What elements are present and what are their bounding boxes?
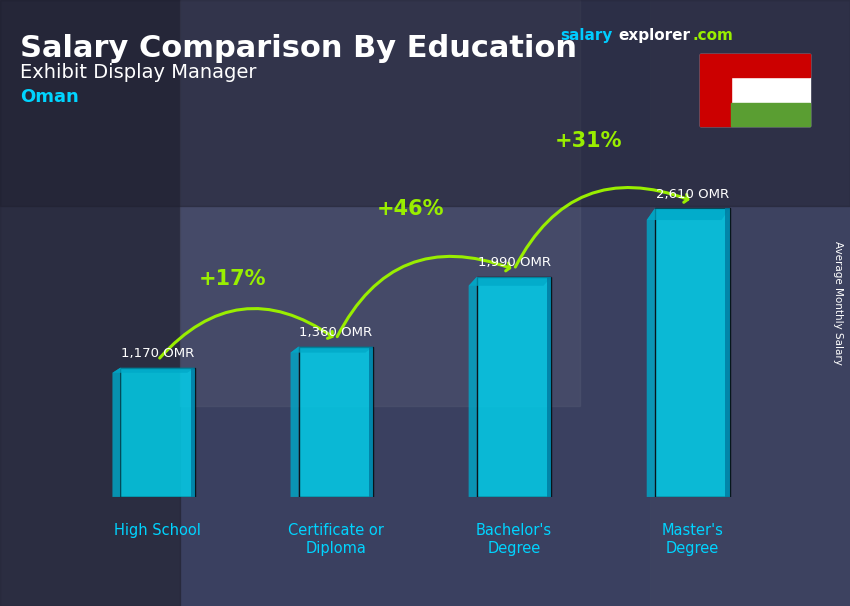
FancyBboxPatch shape (477, 277, 552, 497)
Polygon shape (112, 368, 121, 497)
Text: +46%: +46% (377, 199, 445, 219)
Bar (369, 347, 373, 497)
Polygon shape (291, 347, 373, 353)
Text: Average Monthly Salary: Average Monthly Salary (833, 241, 843, 365)
Bar (0, 0, 850, 206)
Bar (190, 368, 196, 497)
Text: Bachelor's
Degree: Bachelor's Degree (476, 523, 552, 556)
Polygon shape (468, 277, 477, 497)
Text: explorer: explorer (618, 28, 690, 43)
Text: Oman: Oman (20, 88, 79, 106)
Text: High School: High School (115, 523, 201, 538)
Bar (725, 208, 729, 497)
Text: 1,360 OMR: 1,360 OMR (299, 326, 372, 339)
Polygon shape (647, 208, 729, 220)
Bar (650, 0, 850, 606)
Text: 2,610 OMR: 2,610 OMR (655, 188, 728, 201)
Bar (700, 54, 731, 126)
Text: salary: salary (560, 28, 612, 43)
Text: .com: .com (693, 28, 734, 43)
Bar (180, 0, 580, 406)
Text: Salary Comparison By Education: Salary Comparison By Education (20, 34, 577, 63)
Bar (700, 54, 810, 126)
Text: Certificate or
Diploma: Certificate or Diploma (288, 523, 384, 556)
Polygon shape (112, 368, 196, 373)
Bar (547, 277, 552, 497)
Text: Master's
Degree: Master's Degree (661, 523, 723, 556)
FancyBboxPatch shape (121, 368, 196, 497)
Bar (731, 103, 810, 126)
Text: Exhibit Display Manager: Exhibit Display Manager (20, 63, 257, 82)
Text: +17%: +17% (199, 269, 266, 289)
Text: +31%: +31% (555, 131, 622, 151)
Polygon shape (468, 277, 552, 286)
Text: 1,990 OMR: 1,990 OMR (478, 256, 551, 270)
FancyBboxPatch shape (298, 347, 373, 497)
Bar (0, 0, 180, 606)
Polygon shape (647, 208, 654, 497)
Bar (731, 54, 810, 77)
FancyBboxPatch shape (654, 208, 729, 497)
Text: 1,170 OMR: 1,170 OMR (122, 347, 195, 360)
Polygon shape (291, 347, 298, 497)
